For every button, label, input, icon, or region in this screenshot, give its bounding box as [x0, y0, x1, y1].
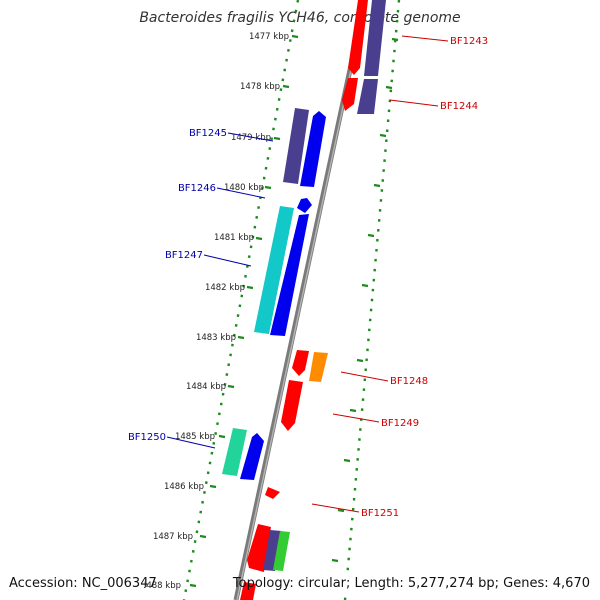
genome-title: Bacteroides fragilis YCH46, complete gen… [139, 10, 460, 26]
gene-label-bf1248[interactable]: BF1248 [390, 376, 428, 387]
gene-bf1250-blue[interactable] [240, 433, 264, 480]
gene-bf1248-red[interactable] [292, 350, 309, 376]
gene-bf1247-blue[interactable] [270, 214, 309, 336]
gene-bf1250-teal[interactable] [222, 428, 247, 476]
kbp-label: 1488 kbp [141, 581, 181, 591]
gene-bf1247-cyan[interactable] [254, 206, 294, 334]
gene-label-bf1243[interactable]: BF1243 [450, 36, 488, 47]
gene-label-bf1251[interactable]: BF1251 [361, 508, 399, 519]
kbp-label: 1481 kbp [214, 233, 254, 243]
gene-labels: BF1243 BF1244 BF1245 BF1246 BF1247 BF124… [128, 36, 488, 519]
gene-label-bf1249[interactable]: BF1249 [381, 418, 419, 429]
gene-bf1245-navy[interactable] [283, 108, 309, 184]
kbp-label: 1480 kbp [224, 183, 264, 193]
kbp-label: 1478 kbp [240, 82, 280, 92]
genome-summary-text: Topology: circular; Length: 5,277,274 bp… [232, 576, 590, 591]
accession-text: Accession: NC_006347 [9, 576, 157, 591]
kbp-label: 1485 kbp [175, 432, 215, 442]
kbp-label: 1482 kbp [205, 283, 245, 293]
gene-bf1244-red[interactable] [342, 78, 358, 111]
gene-bf1245-blue[interactable] [300, 111, 326, 187]
kbp-label: 1483 kbp [196, 333, 236, 343]
kbp-label: 1487 kbp [153, 532, 193, 542]
gene-bf1251-red[interactable] [265, 487, 280, 499]
reverse-strand-genes [222, 108, 326, 480]
footer-summary-bg [258, 572, 594, 594]
gene-bottom-green[interactable] [273, 531, 290, 571]
inner-tick-ring [182, 0, 300, 600]
gene-label-bf1250[interactable]: BF1250 [128, 432, 166, 443]
gene-leader-lines [166, 35, 449, 513]
gene-bf1249-red[interactable] [281, 380, 303, 431]
gene-label-bf1247[interactable]: BF1247 [165, 250, 203, 261]
gene-bf1246-blue[interactable] [297, 198, 312, 213]
outer-major-ticks [331, 37, 399, 563]
gene-label-bf1244[interactable]: BF1244 [440, 101, 478, 112]
footer-accession-bg [6, 572, 144, 594]
kbp-labels: 1477 kbp 1478 kbp 1479 kbp 1480 kbp 1481… [141, 32, 289, 591]
kbp-label: 1484 kbp [186, 382, 226, 392]
gene-bf1243-red[interactable] [348, 0, 368, 75]
gene-bf1244-navy[interactable] [357, 79, 378, 114]
kbp-label: 1486 kbp [164, 482, 204, 492]
gene-bottom-navy[interactable] [263, 530, 282, 571]
kbp-label: 1477 kbp [249, 32, 289, 42]
gene-label-bf1245[interactable]: BF1245 [189, 128, 227, 139]
gene-bf1243-navy[interactable] [364, 0, 386, 76]
inner-major-ticks [189, 34, 299, 588]
gene-label-bf1246[interactable]: BF1246 [178, 183, 216, 194]
forward-strand-genes [240, 0, 386, 600]
kbp-label: 1479 kbp [231, 133, 271, 143]
gene-bf1248-orange[interactable] [309, 352, 328, 382]
gene-bottom-red-2[interactable] [240, 582, 256, 600]
